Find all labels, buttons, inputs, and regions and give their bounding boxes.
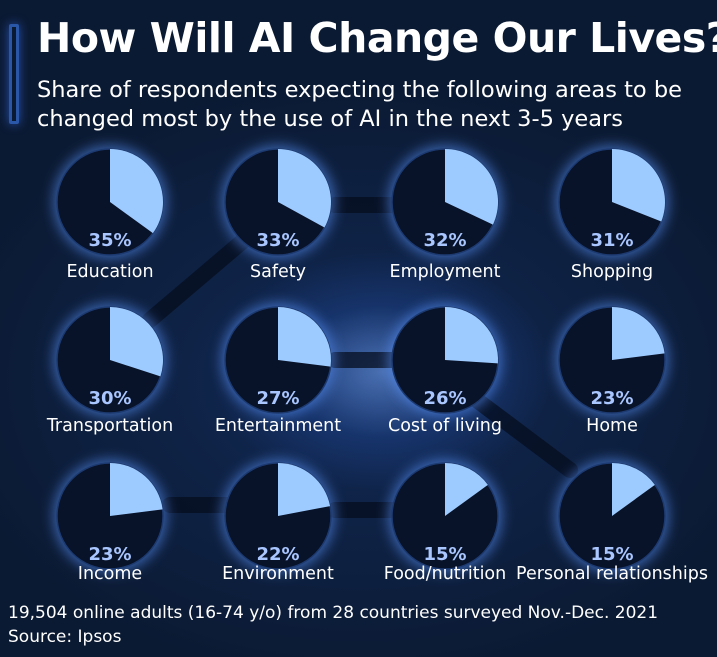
pie-category-label: Employment (390, 262, 501, 282)
pie-category-label: Cost of living (388, 416, 502, 436)
connector-line (462, 387, 578, 478)
pie-category-label: Income (78, 564, 142, 584)
pie-shopping: 31% Shopping (555, 145, 669, 282)
pie-personal-relationships: 15%Personal relationships (516, 459, 708, 584)
connector-line (142, 227, 258, 328)
pie-value-label: 23% (88, 544, 131, 565)
pie-slice (445, 149, 499, 225)
pie-slice (278, 463, 331, 516)
pie-category-label: Transportation (46, 416, 173, 436)
pie-value-label: 30% (88, 388, 131, 409)
pie-food-nutrition: 15%Food/nutrition (384, 459, 506, 584)
pie-category-label: Food/nutrition (384, 564, 506, 584)
pie-entertainment: 27% Entertainment (215, 303, 341, 436)
pie-category-label: Home (586, 416, 638, 436)
pie-value-label: 23% (590, 388, 633, 409)
pie-value-label: 26% (423, 388, 466, 409)
source-note: Source: Ipsos (8, 627, 122, 647)
pie-slice (278, 307, 331, 367)
pie-slice (110, 149, 164, 234)
pie-slice (278, 149, 331, 228)
pie-slice (612, 463, 655, 516)
pie-slice (445, 463, 488, 516)
pie-home: 23% Home (555, 303, 669, 436)
pie-slice (445, 307, 499, 364)
pie-category-label: Environment (222, 564, 334, 584)
pie-category-label: Shopping (571, 262, 653, 282)
footnote: 19,504 online adults (16-74 y/o) from 28… (8, 601, 658, 649)
pie-value-label: 35% (88, 230, 131, 251)
pie-category-label: Safety (250, 262, 306, 282)
pie-value-label: 32% (423, 230, 466, 251)
pie-transportation: 30% Transportation (46, 303, 173, 436)
pie-cost-of-living: 26% Cost of living (388, 303, 502, 436)
page-subtitle: Share of respondents expecting the follo… (37, 77, 682, 132)
pie-value-label: 27% (256, 388, 299, 409)
pie-education: 35% Education (53, 145, 167, 282)
pie-safety: 33% Safety (221, 145, 335, 282)
pie-category-label: Personal relationships (516, 564, 708, 584)
pie-environment: 22%Environment (221, 459, 335, 584)
page-title: How Will AI Change Our Lives? (37, 14, 717, 62)
survey-note: 19,504 online adults (16-74 y/o) from 28… (8, 603, 659, 623)
pie-slice (110, 307, 164, 377)
pie-slice (612, 149, 666, 222)
pie-value-label: 15% (423, 544, 466, 565)
pie-slice (110, 463, 163, 516)
pie-category-label: Education (66, 262, 153, 282)
pie-value-label: 15% (590, 544, 633, 565)
pie-category-label: Entertainment (215, 416, 341, 436)
title-accent-bar (9, 24, 19, 124)
pie-value-label: 33% (256, 230, 299, 251)
pie-income: 23%Income (53, 459, 167, 584)
pie-value-label: 31% (590, 230, 633, 251)
pie-employment: 32% Employment (388, 145, 502, 282)
pie-value-label: 22% (256, 544, 299, 565)
pie-slice (612, 307, 665, 360)
